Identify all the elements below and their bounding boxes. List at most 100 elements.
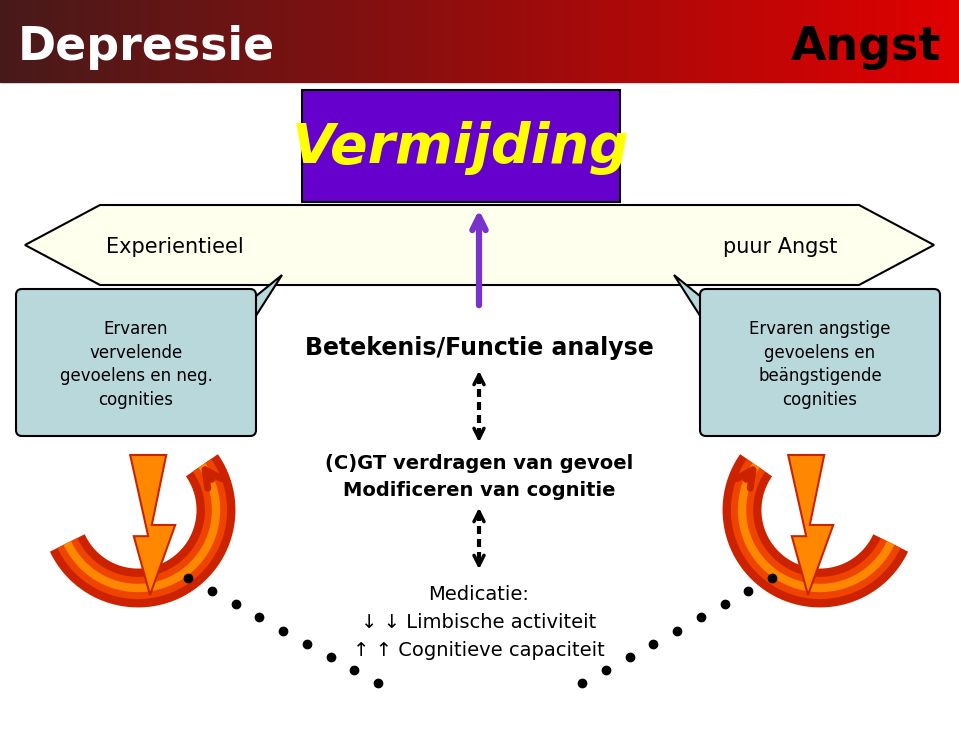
Bar — [665, 0, 668, 82]
Bar — [108, 0, 112, 82]
Bar — [419, 0, 422, 82]
Bar — [611, 0, 614, 82]
Bar — [179, 0, 182, 82]
Bar — [147, 0, 151, 82]
Bar — [530, 0, 534, 82]
Bar — [700, 0, 703, 82]
Bar — [316, 0, 319, 82]
Bar — [199, 0, 201, 82]
Bar — [793, 0, 796, 82]
Bar — [892, 0, 895, 82]
Bar — [256, 0, 259, 82]
Bar — [223, 0, 227, 82]
Bar — [873, 0, 876, 82]
Bar — [329, 0, 333, 82]
Bar — [377, 0, 381, 82]
Text: Ervaren angstige
gevoelens en
beängstigende
cognities: Ervaren angstige gevoelens en beängstige… — [749, 320, 891, 409]
Bar — [688, 0, 690, 82]
Bar — [559, 0, 563, 82]
Bar — [125, 0, 128, 82]
Bar — [889, 0, 892, 82]
Bar — [652, 0, 655, 82]
Bar — [336, 0, 339, 82]
Bar — [569, 0, 573, 82]
Bar — [246, 0, 249, 82]
Bar — [400, 0, 403, 82]
Bar — [668, 0, 671, 82]
Bar — [166, 0, 170, 82]
Bar — [732, 0, 736, 82]
Polygon shape — [25, 205, 934, 285]
Bar — [719, 0, 722, 82]
Bar — [390, 0, 393, 82]
Bar — [237, 0, 240, 82]
Bar — [841, 0, 844, 82]
Bar — [502, 0, 505, 82]
Bar — [93, 0, 96, 82]
Bar — [911, 0, 914, 82]
Bar — [681, 0, 684, 82]
Bar — [924, 0, 927, 82]
Text: (C)GT verdragen van gevoel
Modificeren van cognitie: (C)GT verdragen van gevoel Modificeren v… — [325, 454, 633, 500]
Bar — [630, 0, 633, 82]
Bar — [799, 0, 803, 82]
Bar — [671, 0, 674, 82]
Bar — [58, 0, 60, 82]
Bar — [10, 0, 12, 82]
Bar — [403, 0, 406, 82]
Bar — [486, 0, 489, 82]
Bar — [457, 0, 460, 82]
Bar — [901, 0, 904, 82]
Bar — [758, 0, 760, 82]
Bar — [844, 0, 847, 82]
Bar — [230, 0, 233, 82]
Bar — [381, 0, 384, 82]
Bar — [617, 0, 620, 82]
Bar — [537, 0, 540, 82]
Bar — [211, 0, 214, 82]
Bar — [949, 0, 952, 82]
Bar — [518, 0, 521, 82]
Bar — [7, 0, 10, 82]
Bar — [70, 0, 74, 82]
Bar — [345, 0, 348, 82]
Bar — [547, 0, 550, 82]
Bar — [573, 0, 575, 82]
Bar — [863, 0, 866, 82]
Bar — [41, 0, 45, 82]
Bar — [703, 0, 707, 82]
Bar — [362, 0, 364, 82]
Bar — [818, 0, 822, 82]
Bar — [131, 0, 134, 82]
Bar — [384, 0, 386, 82]
Bar — [815, 0, 818, 82]
Bar — [278, 0, 281, 82]
Text: Vermijding: Vermijding — [292, 121, 630, 175]
Bar — [300, 0, 304, 82]
Bar — [806, 0, 808, 82]
Bar — [595, 0, 597, 82]
Bar — [956, 0, 959, 82]
Bar — [726, 0, 729, 82]
Bar — [19, 0, 22, 82]
Bar — [940, 0, 943, 82]
Bar — [83, 0, 86, 82]
Bar — [662, 0, 665, 82]
Bar — [525, 0, 527, 82]
Bar — [511, 0, 515, 82]
Bar — [508, 0, 511, 82]
Bar — [601, 0, 604, 82]
Bar — [847, 0, 851, 82]
Bar — [489, 0, 492, 82]
Bar — [588, 0, 592, 82]
Bar — [777, 0, 780, 82]
Bar — [204, 0, 208, 82]
Bar — [170, 0, 173, 82]
Text: Experientieel: Experientieel — [106, 237, 244, 257]
Bar — [151, 0, 153, 82]
Text: Depressie: Depressie — [18, 25, 275, 70]
Bar — [134, 0, 137, 82]
Bar — [556, 0, 559, 82]
Bar — [342, 0, 345, 82]
Bar — [473, 0, 477, 82]
